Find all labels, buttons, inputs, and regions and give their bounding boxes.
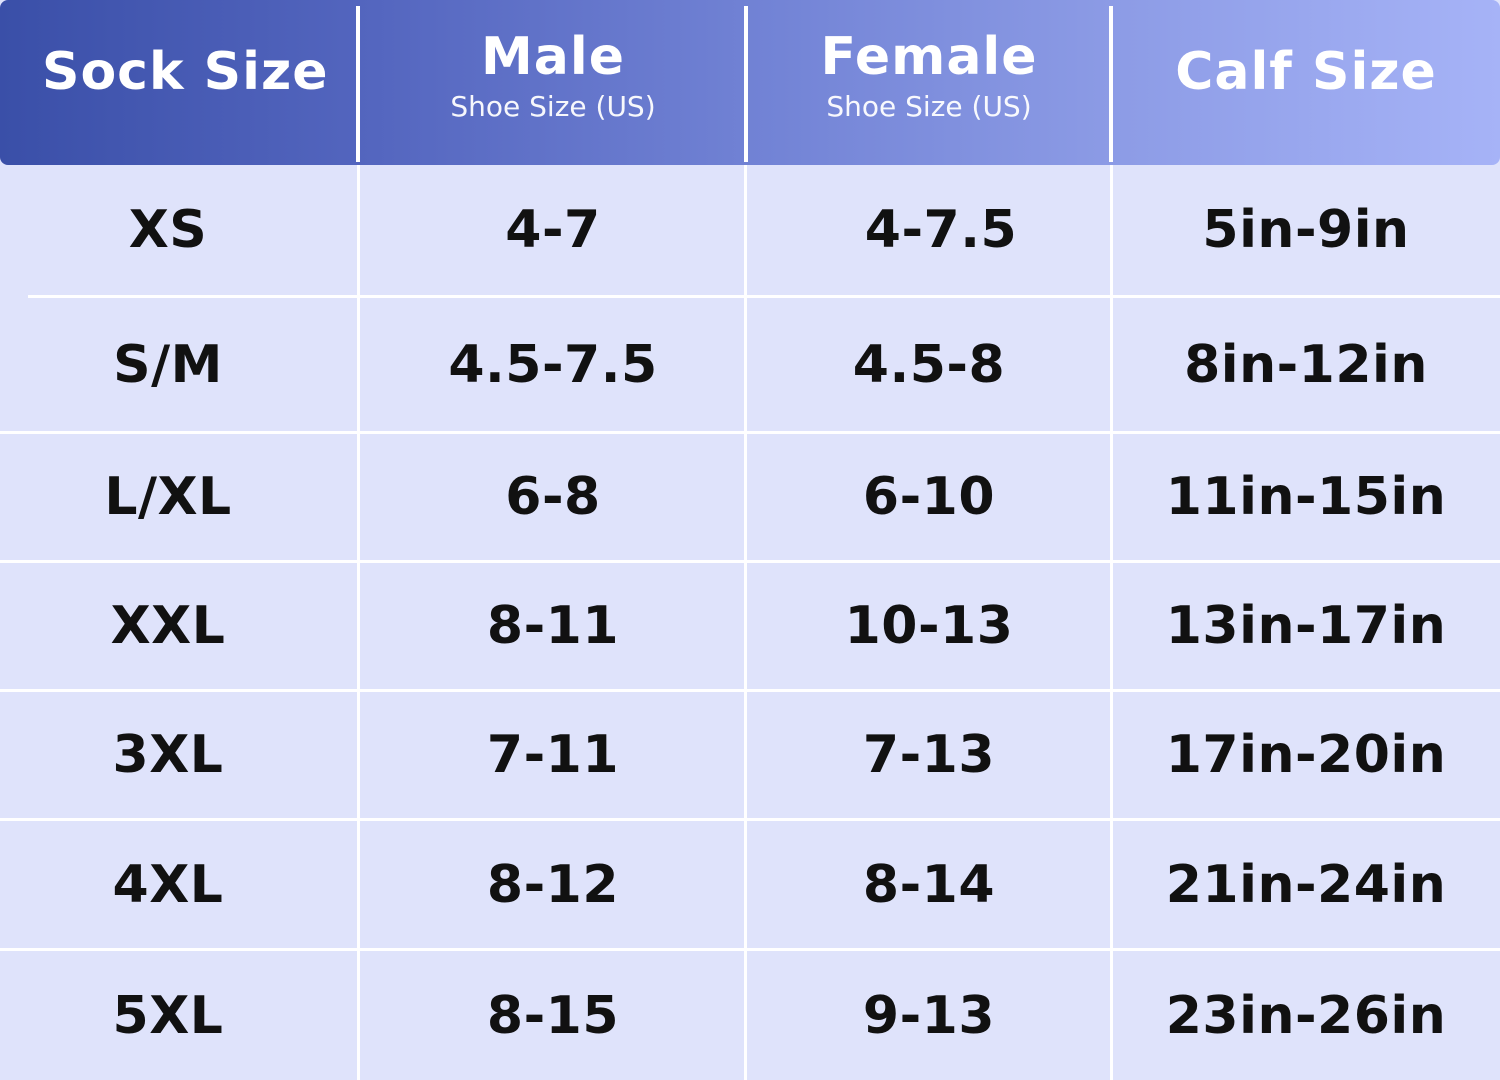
cell-male-shoe-size: 7-11 xyxy=(486,725,620,785)
cell-female-shoe-size: 8-14 xyxy=(862,854,996,915)
header-male: Male Shoe Size (US) xyxy=(360,0,746,165)
cell-sock-size: XS xyxy=(128,200,208,260)
header-male-label: Male xyxy=(481,26,625,87)
cell-sock-size: L/XL xyxy=(104,467,232,527)
cell-calf-size: 23in-26in xyxy=(1165,985,1447,1046)
header-divider xyxy=(356,6,360,162)
row-divider xyxy=(0,560,1500,563)
cell-calf-size: 8in-12in xyxy=(1184,334,1428,395)
row-divider xyxy=(0,431,1500,434)
row-divider xyxy=(28,295,1500,298)
cell-sock-size: 4XL xyxy=(112,854,224,915)
header-divider xyxy=(1109,6,1113,162)
cell-calf-size: 11in-15in xyxy=(1165,467,1447,527)
row-divider xyxy=(0,689,1500,692)
cell-calf-size: 21in-24in xyxy=(1165,854,1447,915)
cell-female-shoe-size: 10-13 xyxy=(844,596,1014,656)
table-header: Sock Size Male Shoe Size (US) Female Sho… xyxy=(0,0,1500,165)
header-divider xyxy=(744,6,748,162)
cell-female-shoe-size: 7-13 xyxy=(862,725,996,785)
cell-male-shoe-size: 8-11 xyxy=(486,596,620,656)
cell-male-shoe-size: 8-15 xyxy=(486,985,620,1046)
cell-male-shoe-size: 6-8 xyxy=(505,467,601,527)
cell-calf-size: 5in-9in xyxy=(1202,200,1410,260)
header-sock-size-label: Sock Size xyxy=(42,41,329,102)
header-calf-size-label: Calf Size xyxy=(1175,41,1437,102)
column-divider xyxy=(744,165,747,1080)
cell-sock-size: S/M xyxy=(113,334,223,395)
header-female: Female Shoe Size (US) xyxy=(748,0,1110,165)
cell-female-shoe-size: 6-10 xyxy=(862,467,996,527)
cell-sock-size: 3XL xyxy=(112,725,224,785)
cell-female-shoe-size: 4-7.5 xyxy=(864,200,1018,260)
cell-calf-size: 17in-20in xyxy=(1165,725,1447,785)
header-male-sublabel: Shoe Size (US) xyxy=(450,89,656,123)
column-divider xyxy=(1110,165,1113,1080)
cell-sock-size: XXL xyxy=(110,596,226,656)
cell-sock-size: 5XL xyxy=(112,985,224,1046)
cell-male-shoe-size: 4.5-7.5 xyxy=(448,334,658,395)
cell-calf-size: 13in-17in xyxy=(1165,596,1447,656)
row-divider xyxy=(0,948,1500,951)
header-calf-size: Calf Size xyxy=(1112,0,1500,165)
header-female-sublabel: Shoe Size (US) xyxy=(826,89,1032,123)
column-divider xyxy=(357,165,360,1080)
header-female-label: Female xyxy=(820,26,1038,87)
cell-male-shoe-size: 8-12 xyxy=(486,854,620,915)
header-sock-size: Sock Size xyxy=(0,0,358,165)
cell-female-shoe-size: 9-13 xyxy=(862,985,996,1046)
cell-male-shoe-size: 4-7 xyxy=(505,200,601,260)
cell-female-shoe-size: 4.5-8 xyxy=(852,334,1006,395)
row-divider xyxy=(0,818,1500,821)
